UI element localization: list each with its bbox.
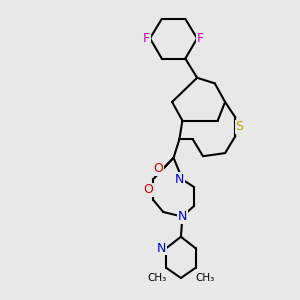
Text: N: N <box>178 210 187 223</box>
Text: N: N <box>157 242 166 255</box>
Text: O: O <box>143 183 153 196</box>
Text: F: F <box>197 32 204 45</box>
Text: F: F <box>143 32 150 45</box>
Text: CH₃: CH₃ <box>196 273 215 283</box>
Text: N: N <box>175 173 184 186</box>
Text: CH₃: CH₃ <box>147 273 166 283</box>
Text: S: S <box>236 120 243 133</box>
Text: O: O <box>153 162 163 175</box>
